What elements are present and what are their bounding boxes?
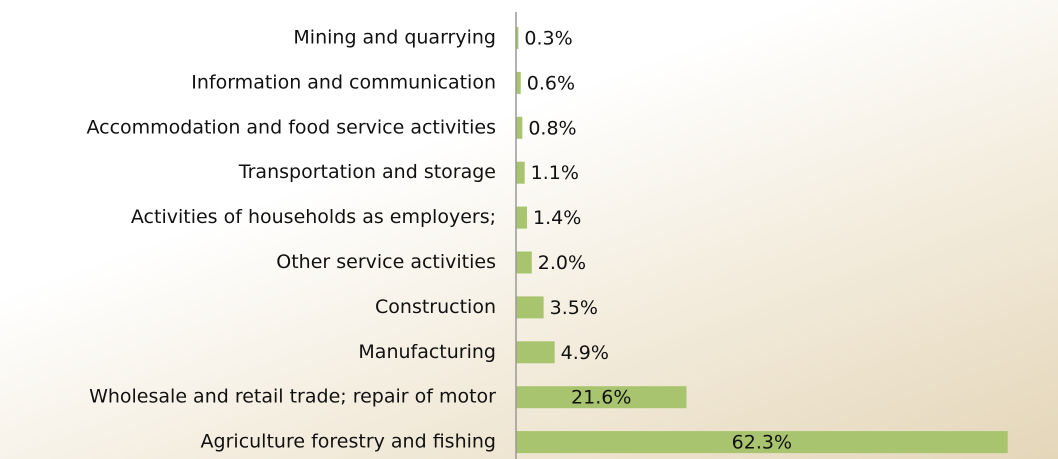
bar bbox=[516, 27, 519, 49]
category-label: Accommodation and food service activitie… bbox=[86, 116, 496, 138]
bar bbox=[516, 341, 555, 364]
value-label: 2.0% bbox=[538, 252, 586, 274]
value-label: 1.4% bbox=[533, 207, 581, 229]
value-label: 1.1% bbox=[531, 162, 579, 184]
category-label: Other service activities bbox=[276, 251, 496, 273]
bar bbox=[516, 296, 544, 319]
value-label: 0.3% bbox=[524, 28, 572, 50]
category-label: Wholesale and retail trade; repair of mo… bbox=[89, 386, 496, 408]
value-label: 4.9% bbox=[561, 342, 609, 364]
category-label: Transportation and storage bbox=[238, 161, 496, 183]
bar bbox=[516, 386, 687, 409]
value-label: 0.6% bbox=[527, 72, 575, 94]
category-label: Construction bbox=[375, 296, 496, 318]
category-label: Information and communication bbox=[191, 71, 496, 93]
value-label: 21.6% bbox=[571, 387, 631, 409]
bar bbox=[516, 431, 1008, 454]
bar bbox=[516, 206, 528, 229]
bar bbox=[516, 116, 523, 139]
bar bbox=[516, 251, 532, 274]
bar bbox=[516, 161, 525, 184]
value-label: 0.8% bbox=[528, 117, 576, 139]
value-label: 3.5% bbox=[550, 297, 598, 319]
category-label: Manufacturing bbox=[358, 341, 496, 363]
category-label: Mining and quarrying bbox=[293, 27, 496, 49]
bar bbox=[516, 71, 521, 94]
category-label: Agriculture forestry and fishing bbox=[201, 431, 496, 453]
value-label: 62.3% bbox=[732, 432, 792, 454]
category-label: Activities of households as employers; bbox=[131, 206, 496, 228]
